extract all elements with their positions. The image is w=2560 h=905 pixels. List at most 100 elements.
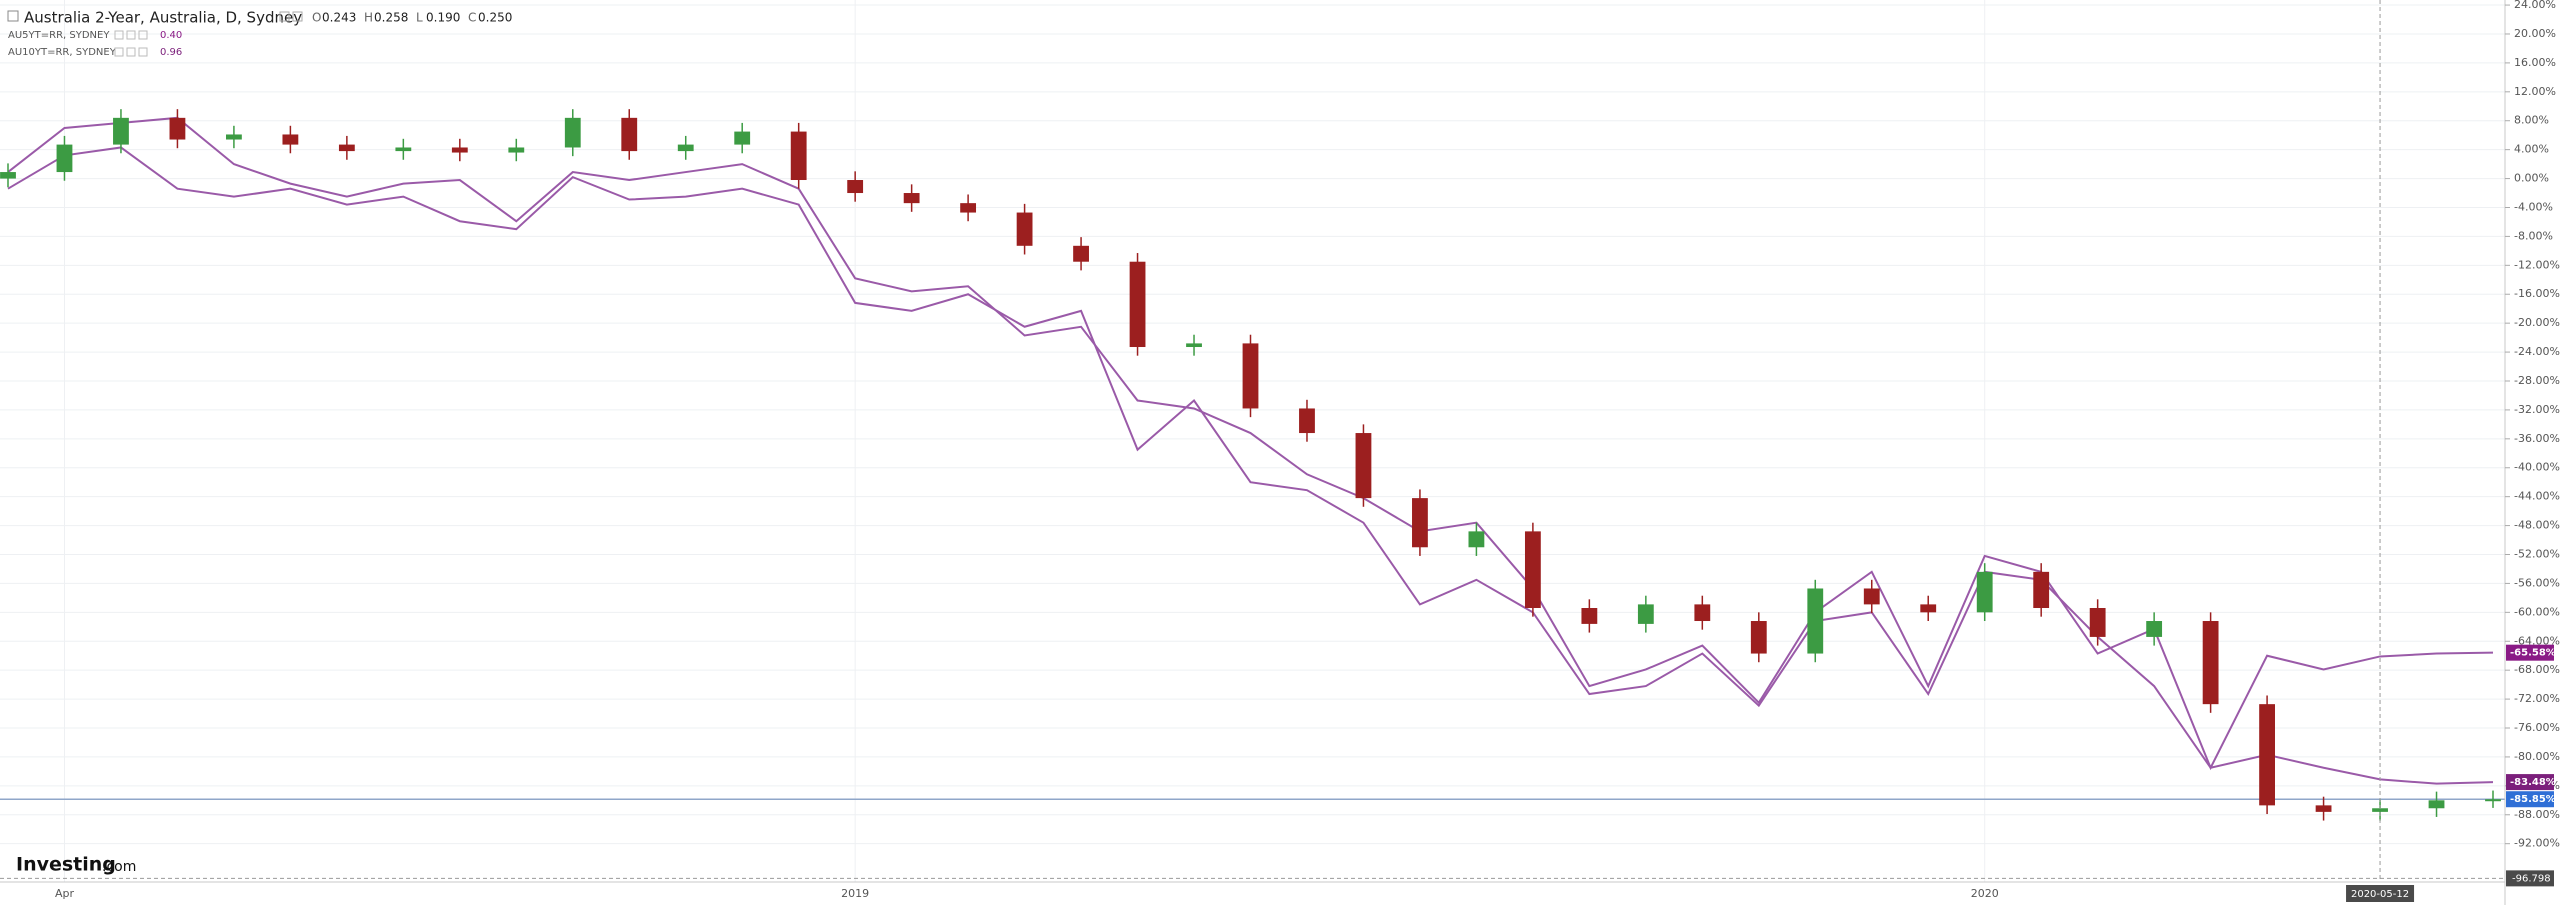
y-tick-label: -48.00%: [2514, 519, 2560, 532]
y-tick-label: -28.00%: [2514, 374, 2560, 387]
header-icon: [292, 11, 303, 22]
candle-body: [1412, 498, 1428, 548]
candle-body: [1186, 343, 1202, 348]
y-tick-label: -36.00%: [2514, 432, 2560, 445]
legend-icon: [126, 47, 136, 57]
candle-body: [1468, 531, 1485, 548]
candle-body: [2202, 621, 2219, 705]
ohlc-key: C: [468, 11, 476, 25]
candle-body: [451, 147, 468, 153]
crosshair-x-box: [2346, 885, 2415, 902]
legend-value: 0.96: [160, 47, 182, 58]
candle-body: [169, 117, 186, 140]
candle-body: [1299, 408, 1315, 434]
y-tick-label: -88.00%: [2514, 808, 2560, 821]
y-tick-label: 12.00%: [2514, 85, 2556, 98]
y-tick-label: -92.00%: [2514, 837, 2560, 850]
candle-body: [1355, 433, 1372, 499]
candle-body: [1976, 571, 1993, 613]
y-tick-label: -4.00%: [2514, 200, 2553, 213]
ohlc-key: O: [312, 11, 321, 25]
candle-body: [2259, 704, 2275, 806]
y-tick-label: -32.00%: [2514, 403, 2560, 416]
axes: 24.00% 20.00% 16.00% 12.00% 8.00% 4.00% 0.00% -…: [55, 0, 2560, 902]
y-tick-label: 8.00%: [2514, 114, 2549, 127]
price-label: -85.85%: [2506, 791, 2556, 808]
ohlc-key: H: [364, 11, 373, 25]
legend-value: 0.40: [160, 30, 182, 41]
logo-suffix: .com: [102, 859, 136, 875]
y-tick-label: -12.00%: [2514, 258, 2560, 271]
crosshair-y-label: -96.798: [2512, 873, 2551, 884]
candle-body: [2315, 805, 2332, 812]
candle-body: [621, 117, 638, 152]
candle-body: [395, 147, 412, 152]
price-label-box: [2506, 774, 2554, 791]
y-tick-label: -52.00%: [2514, 548, 2560, 561]
candle-body: [1242, 343, 1259, 409]
ohlc-key: L: [416, 11, 423, 25]
candle-body: [226, 134, 242, 140]
candle-body: [1750, 621, 1767, 654]
ohlc-value: 0.258: [374, 11, 408, 25]
legend-icon: [126, 30, 136, 40]
chart-title: Australia 2-Year, Australia, D, Sydney: [24, 9, 302, 27]
candle-body: [1637, 604, 1654, 624]
logo: Investing: [16, 854, 116, 876]
ohlc-value: 0.243: [322, 11, 356, 25]
candle-body: [56, 144, 73, 173]
candle-body: [1073, 245, 1089, 262]
price-label: -83.48%: [2506, 774, 2556, 791]
y-tick-label: -24.00%: [2514, 345, 2560, 358]
candle-body: [1581, 608, 1598, 624]
candle-body: [1129, 261, 1146, 348]
y-tick-label: -56.00%: [2514, 576, 2560, 589]
legend-icon: [138, 47, 148, 57]
candle-body: [1694, 604, 1711, 622]
plot: [0, 0, 2505, 882]
price-label-text: -65.58%: [2510, 648, 2556, 659]
candle-body: [2485, 799, 2501, 802]
candle-body: [2033, 571, 2050, 609]
ohlc-header: O 0.243 H 0.258 L 0.190 C 0.250: [279, 11, 512, 25]
candle-body: [847, 180, 864, 194]
y-tick-label: -76.00%: [2514, 721, 2560, 734]
y-tick-label: -40.00%: [2514, 461, 2560, 474]
candle-body: [903, 193, 920, 204]
candle-body: [282, 134, 299, 145]
candle-body: [2089, 608, 2106, 637]
candle-body: [734, 131, 751, 145]
candle-body: [1016, 212, 1033, 246]
header-icon: [279, 11, 290, 22]
crosshair-y-box: [2506, 870, 2554, 887]
y-tick-label: -8.00%: [2514, 229, 2553, 242]
legend-icon: [114, 30, 124, 40]
series-line: [7, 116, 2494, 771]
candle-body: [1524, 531, 1541, 609]
y-tick-label: -60.00%: [2514, 605, 2560, 618]
candle-body: [2372, 808, 2388, 812]
y-tick-label: -44.00%: [2514, 490, 2560, 503]
candle-body: [1920, 604, 1937, 613]
candle-body: [113, 117, 129, 145]
candle-body: [677, 144, 694, 152]
y-tick-label: 24.00%: [2514, 0, 2556, 11]
candle-body: [790, 131, 807, 181]
candle-body: [1863, 588, 1880, 605]
y-tick-label: -80.00%: [2514, 750, 2560, 763]
x-tick-label: 2020: [1971, 887, 1999, 900]
ohlc-value: 0.190: [426, 11, 460, 25]
candle-body: [1807, 588, 1824, 654]
legend-icon: [138, 30, 148, 40]
price-label-text: -83.48%: [2510, 777, 2556, 788]
y-tick-label: 0.00%: [2514, 172, 2549, 185]
candle-body: [0, 172, 16, 179]
candle-body: [338, 144, 355, 152]
collapse-icon[interactable]: [7, 10, 19, 22]
candle-body: [2146, 621, 2163, 637]
candle-body: [960, 203, 977, 213]
price-label-box: [2506, 644, 2554, 661]
y-tick-label: -64.00%: [2514, 634, 2560, 647]
